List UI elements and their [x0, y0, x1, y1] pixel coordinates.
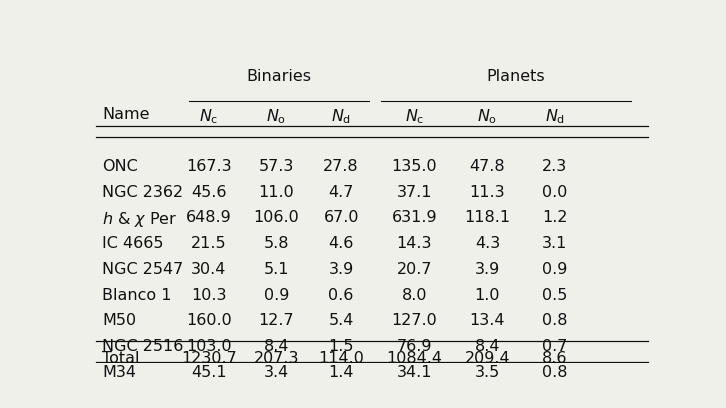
Text: 1.0: 1.0 [475, 288, 500, 303]
Text: 4.6: 4.6 [328, 236, 354, 251]
Text: 0.9: 0.9 [264, 288, 289, 303]
Text: 0.6: 0.6 [328, 288, 354, 303]
Text: M34: M34 [102, 365, 136, 380]
Text: 67.0: 67.0 [323, 211, 359, 226]
Text: NGC 2547: NGC 2547 [102, 262, 183, 277]
Text: 135.0: 135.0 [391, 159, 437, 174]
Text: NGC 2362: NGC 2362 [102, 185, 183, 200]
Text: 11.3: 11.3 [470, 185, 505, 200]
Text: 27.8: 27.8 [323, 159, 359, 174]
Text: 76.9: 76.9 [396, 339, 432, 354]
Text: 114.0: 114.0 [318, 351, 364, 366]
Text: 4.7: 4.7 [328, 185, 354, 200]
Text: Planets: Planets [486, 69, 545, 84]
Text: $N_{\mathrm{o}}$: $N_{\mathrm{o}}$ [266, 107, 287, 126]
Text: 3.5: 3.5 [475, 365, 500, 380]
Text: Name: Name [102, 107, 150, 122]
Text: Blanco 1: Blanco 1 [102, 288, 171, 303]
Text: 45.6: 45.6 [191, 185, 227, 200]
Text: 207.3: 207.3 [253, 351, 299, 366]
Text: 57.3: 57.3 [258, 159, 294, 174]
Text: $N_{\mathrm{d}}$: $N_{\mathrm{d}}$ [331, 107, 351, 126]
Text: 0.8: 0.8 [542, 365, 568, 380]
Text: 4.3: 4.3 [475, 236, 500, 251]
Text: $h$ & $\chi$ Per: $h$ & $\chi$ Per [102, 211, 178, 229]
Text: 8.4: 8.4 [264, 339, 289, 354]
Text: 0.9: 0.9 [542, 262, 568, 277]
Text: 21.5: 21.5 [191, 236, 227, 251]
Text: 1.5: 1.5 [328, 339, 354, 354]
Text: 12.7: 12.7 [258, 313, 294, 328]
Text: 1.4: 1.4 [328, 365, 354, 380]
Text: 5.4: 5.4 [328, 313, 354, 328]
Text: 106.0: 106.0 [253, 211, 299, 226]
Text: 2.3: 2.3 [542, 159, 568, 174]
Text: 0.0: 0.0 [542, 185, 568, 200]
Text: IC 4665: IC 4665 [102, 236, 163, 251]
Text: Binaries: Binaries [247, 69, 311, 84]
Text: 167.3: 167.3 [186, 159, 232, 174]
Text: 127.0: 127.0 [391, 313, 437, 328]
Text: 45.1: 45.1 [191, 365, 227, 380]
Text: 209.4: 209.4 [465, 351, 510, 366]
Text: 103.0: 103.0 [186, 339, 232, 354]
Text: 1230.7: 1230.7 [181, 351, 237, 366]
Text: 5.8: 5.8 [264, 236, 289, 251]
Text: 0.5: 0.5 [542, 288, 568, 303]
Text: NGC 2516: NGC 2516 [102, 339, 184, 354]
Text: 37.1: 37.1 [396, 185, 432, 200]
Text: 47.8: 47.8 [470, 159, 505, 174]
Text: 648.9: 648.9 [186, 211, 232, 226]
Text: $N_{\mathrm{o}}$: $N_{\mathrm{o}}$ [477, 107, 497, 126]
Text: 20.7: 20.7 [396, 262, 432, 277]
Text: 3.9: 3.9 [475, 262, 500, 277]
Text: 30.4: 30.4 [191, 262, 227, 277]
Text: 160.0: 160.0 [186, 313, 232, 328]
Text: Total: Total [102, 351, 139, 366]
Text: 10.3: 10.3 [191, 288, 227, 303]
Text: 3.9: 3.9 [328, 262, 354, 277]
Text: 8.6: 8.6 [542, 351, 568, 366]
Text: $N_{\mathrm{d}}$: $N_{\mathrm{d}}$ [545, 107, 565, 126]
Text: 11.0: 11.0 [258, 185, 294, 200]
Text: 118.1: 118.1 [465, 211, 510, 226]
Text: $N_{\mathrm{c}}$: $N_{\mathrm{c}}$ [199, 107, 219, 126]
Text: M50: M50 [102, 313, 136, 328]
Text: 14.3: 14.3 [396, 236, 432, 251]
Text: 3.1: 3.1 [542, 236, 568, 251]
Text: 631.9: 631.9 [391, 211, 437, 226]
Text: 3.4: 3.4 [264, 365, 289, 380]
Text: 8.4: 8.4 [475, 339, 500, 354]
Text: 13.4: 13.4 [470, 313, 505, 328]
Text: 0.8: 0.8 [542, 313, 568, 328]
Text: 8.0: 8.0 [401, 288, 427, 303]
Text: 34.1: 34.1 [396, 365, 432, 380]
Text: 5.1: 5.1 [264, 262, 289, 277]
Text: 1.2: 1.2 [542, 211, 568, 226]
Text: 1084.4: 1084.4 [386, 351, 442, 366]
Text: $N_{\mathrm{c}}$: $N_{\mathrm{c}}$ [404, 107, 424, 126]
Text: 0.7: 0.7 [542, 339, 568, 354]
Text: ONC: ONC [102, 159, 138, 174]
